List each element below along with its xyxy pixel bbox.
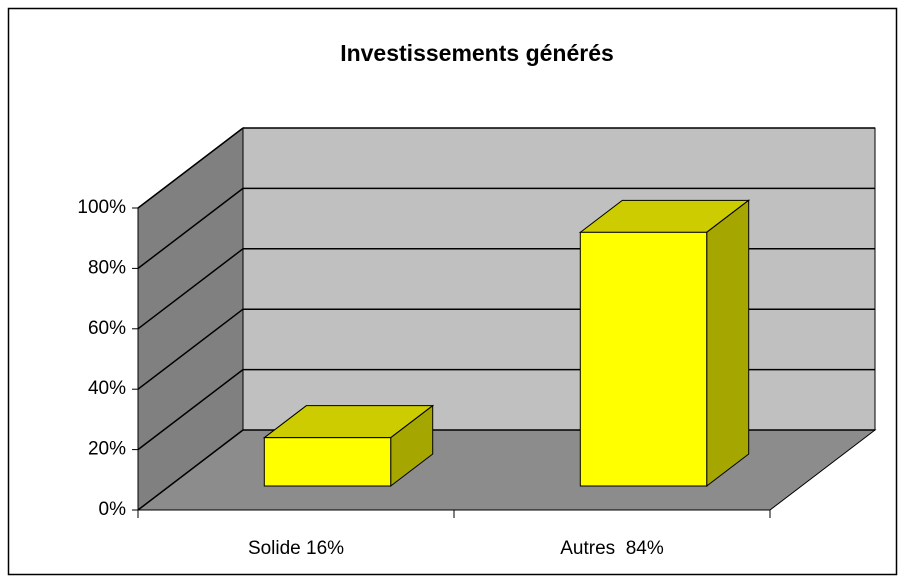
grid-line — [137, 308, 244, 390]
grid-line — [137, 127, 244, 209]
floor — [136, 429, 877, 511]
y-tick-label: 0% — [99, 499, 127, 520]
bar-side — [706, 199, 750, 488]
grid-line — [137, 369, 244, 451]
chart-title: Investissements générés — [340, 40, 614, 66]
grid-line — [137, 248, 244, 330]
y-tick-label: 80% — [88, 257, 126, 278]
grid-line — [137, 429, 244, 511]
bar — [579, 231, 708, 487]
y-tick-label: 100% — [77, 197, 126, 218]
x-tick-label: Solide 16% — [248, 538, 344, 559]
y-tick-label: 40% — [88, 378, 126, 399]
x-tick-label: Autres 84% — [560, 538, 664, 559]
y-tick-label: 60% — [88, 318, 126, 339]
y-tick-label: 20% — [88, 439, 126, 460]
back-wall — [242, 127, 876, 431]
grid-line — [137, 187, 244, 269]
bar — [263, 437, 392, 487]
